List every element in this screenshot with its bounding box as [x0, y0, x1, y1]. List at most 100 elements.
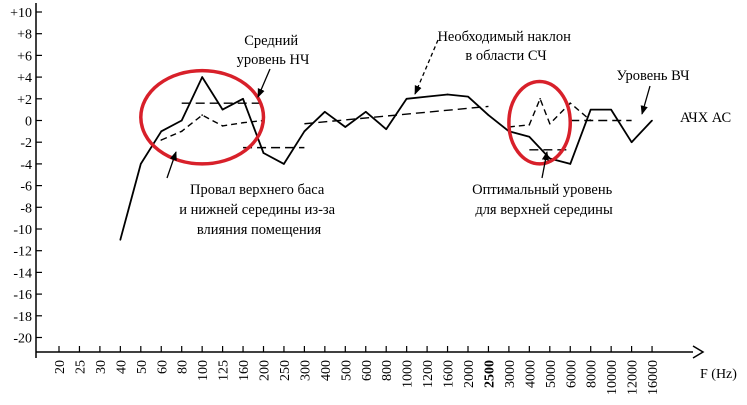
- dashed-series-point: [549, 122, 551, 125]
- annotation-optimal-mid: Оптимальный уровень для верхней середины: [472, 182, 616, 218]
- y-tick-label: -12: [13, 245, 32, 260]
- afr-series-point: [180, 119, 183, 122]
- afr-series-point: [610, 108, 612, 111]
- x-tick-label: 30: [94, 360, 109, 374]
- y-tick-label: -16: [13, 288, 32, 303]
- afr-series-point: [201, 76, 203, 78]
- y-tick-label: -2: [20, 136, 32, 151]
- afr-series-point: [262, 152, 265, 154]
- x-tick-label: 8000: [585, 360, 600, 388]
- afr-series-point: [549, 157, 551, 160]
- y-tick-label: -10: [13, 223, 32, 238]
- x-tick-label: 1200: [421, 360, 436, 388]
- dashed-series-point: [160, 139, 163, 141]
- x-tick-label: 125: [217, 360, 232, 381]
- dashed-series-point: [242, 121, 244, 124]
- y-tick-label: +2: [17, 93, 32, 108]
- afr-series-point: [344, 126, 347, 128]
- dashed-series-point: [180, 130, 183, 133]
- x-tick-label: 3000: [503, 360, 518, 388]
- arrow-optimal-mid: [541, 151, 550, 179]
- afr-series-point: [528, 135, 531, 138]
- y-tick-label: -6: [20, 180, 32, 195]
- afr-series-point: [651, 119, 653, 122]
- afr-series-point: [283, 163, 285, 165]
- x-tick-label: 200: [258, 360, 273, 381]
- x-tick-label: 600: [360, 360, 375, 381]
- y-tick-label: -20: [13, 332, 32, 347]
- highlight-ellipse: [507, 79, 573, 166]
- highlight-ellipses: [139, 68, 573, 166]
- x-tick-label: 160: [237, 360, 252, 381]
- x-tick-label: 1600: [442, 360, 457, 388]
- afr-series-point: [140, 163, 142, 165]
- x-tick-label: 60: [155, 360, 170, 374]
- annotation-mid-slope: Необходимый наклон в области СЧ: [437, 29, 574, 64]
- x-axis-label: F (Hz): [700, 367, 737, 382]
- y-tick-label: -14: [13, 266, 32, 281]
- annotation-afr: АЧХ АС: [680, 110, 731, 126]
- y-tick-label: -18: [13, 310, 32, 325]
- afr-series-point: [324, 111, 326, 113]
- y-tick-label: -8: [20, 201, 32, 216]
- x-tick-label: 40: [114, 360, 129, 374]
- x-tick-label: 50: [135, 360, 150, 374]
- y-tick-label: 0: [25, 115, 32, 130]
- afr-series-point: [569, 163, 572, 165]
- x-tick-label: 25: [73, 360, 88, 374]
- arrow-bass-level: [257, 68, 271, 98]
- dashed-series-point: [539, 98, 541, 100]
- dashed-series-point: [589, 119, 592, 122]
- x-tick-label: 2000: [462, 360, 477, 388]
- afr-series-point: [487, 114, 490, 116]
- y-tick-label: +10: [10, 6, 32, 21]
- dashed-series-point: [528, 124, 531, 126]
- x-tick-label: 10000: [605, 360, 620, 395]
- x-tick-label: 16000: [646, 360, 661, 395]
- arrow-hf-level: [640, 85, 651, 115]
- afr-series-point: [119, 239, 122, 241]
- y-tick-label: +8: [17, 28, 32, 43]
- x-axis-arrow: [692, 345, 705, 359]
- x-tick-label: 6000: [564, 360, 579, 388]
- x-tick-label: 300: [298, 360, 313, 381]
- annotation-hf-level: Уровень ВЧ: [616, 68, 689, 84]
- x-tick-label: 1000: [401, 360, 416, 388]
- x-tick-label: 5000: [544, 360, 559, 388]
- highlight-ellipse: [139, 68, 266, 166]
- x-tick-label: 20: [53, 360, 68, 374]
- x-tick-label: 80: [176, 360, 191, 374]
- afr-series-point: [242, 98, 244, 100]
- x-tick-label: 100: [196, 360, 211, 381]
- x-ticks: 20 25 30 40 50 60 80 100 125 160 200 250 300 400 500 60…: [53, 346, 661, 395]
- annotation-room-dip: Провал верхнего баса и нижней середины и…: [179, 182, 338, 238]
- y-ticks: +10 +8 +6 +4 +2 0 -2 -4 -6 -8 -10 -12 -14 -16 -18 -20: [10, 6, 42, 347]
- afr-series-point: [426, 95, 428, 98]
- afr-series-point: [446, 93, 449, 96]
- afr-series-point: [630, 141, 633, 143]
- y-tick-label: -4: [20, 158, 32, 173]
- x-tick-label: 800: [380, 360, 395, 381]
- dashed-series-point: [569, 102, 572, 104]
- x-tick-label: 4000: [523, 360, 538, 388]
- afr-series-point: [364, 111, 367, 113]
- afr-series-point: [303, 130, 306, 133]
- afr-series-point: [589, 108, 592, 111]
- dashed-series-line: [161, 114, 264, 141]
- y-tick-label: +6: [17, 49, 32, 64]
- afr-series-point: [221, 108, 224, 111]
- arrow-mid-slope: [414, 39, 439, 95]
- x-tick-label: 250: [278, 360, 293, 381]
- dashed-series-line: [508, 98, 592, 128]
- x-tick-label: 400: [319, 360, 334, 381]
- x-tick-label: 12000: [626, 360, 641, 395]
- afr-series-point: [405, 98, 408, 100]
- dashed-series-point: [201, 114, 203, 116]
- afr-series-point: [467, 95, 469, 98]
- annotation-bass-level: Средний уровень НЧ: [237, 33, 310, 68]
- arrow-room-dip: [166, 151, 177, 179]
- dashed-series-point: [221, 125, 224, 127]
- afr-series-point: [160, 130, 163, 133]
- afr-series-point: [385, 128, 388, 130]
